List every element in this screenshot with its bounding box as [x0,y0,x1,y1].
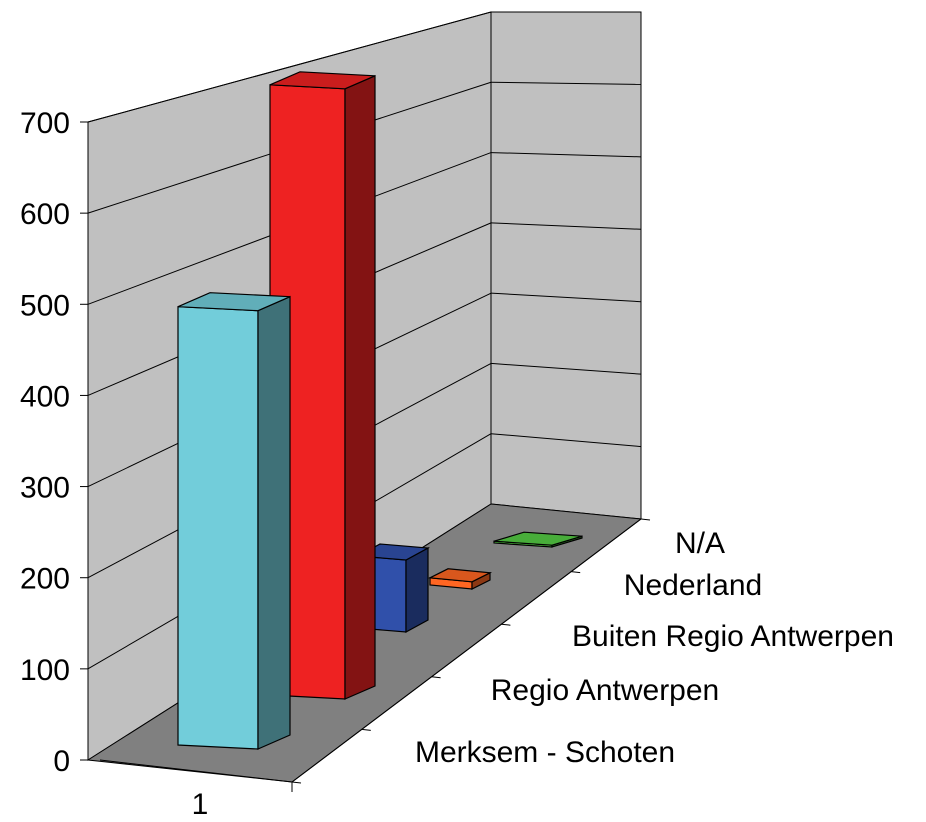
bar-top [427,568,493,583]
y-tick-label: 200 [20,563,70,596]
bars [177,71,583,750]
depth-tick [361,728,371,731]
gridline [490,81,642,85]
bar-side [344,74,376,700]
series-label: Regio Antwerpen [491,674,720,707]
depth-ticks [291,518,651,792]
depth-axis-line [291,518,642,783]
depth-tick [571,571,581,574]
series-label: Buiten Regio Antwerpen [572,620,894,653]
series-label: Merksem - Schoten [415,736,675,769]
y-tick-label: 100 [20,654,70,687]
y-tick-label: 600 [20,198,70,231]
y-tick-label: 300 [20,472,70,505]
bar-top [269,71,376,90]
bar-front [177,306,259,750]
bar [177,292,291,750]
series-label: Nederland [624,569,762,602]
y-axis-labels: 0 100 200 300 400 500 600 700 [20,107,70,778]
bar [493,531,583,548]
gridline [490,292,642,303]
y-tick-label: 500 [20,289,70,322]
depth-tick [291,781,302,784]
y-tick-label: 400 [20,380,70,413]
gridline [490,222,642,230]
series-labels: Merksem - Schoten Regio Antwerpen Buiten R… [415,527,894,769]
bar-top [493,531,583,546]
back-wall-right [490,11,642,520]
gridline [490,433,642,448]
gridline [490,362,642,375]
gridline [490,152,642,158]
bar-side [405,546,429,634]
depth-tick [431,676,441,679]
y-tick-label: 700 [20,107,70,140]
x-tick-label: 1 [192,788,209,821]
gridline [87,11,492,123]
bar [427,568,493,590]
bar-top [177,292,291,312]
bar-side [257,295,291,750]
x-axis-line [99,759,293,783]
depth-tick [501,623,511,626]
series-label: N/A [675,527,725,560]
y-ticks [80,121,88,761]
depth-tick [640,518,651,521]
y-tick-label: 0 [53,745,70,778]
